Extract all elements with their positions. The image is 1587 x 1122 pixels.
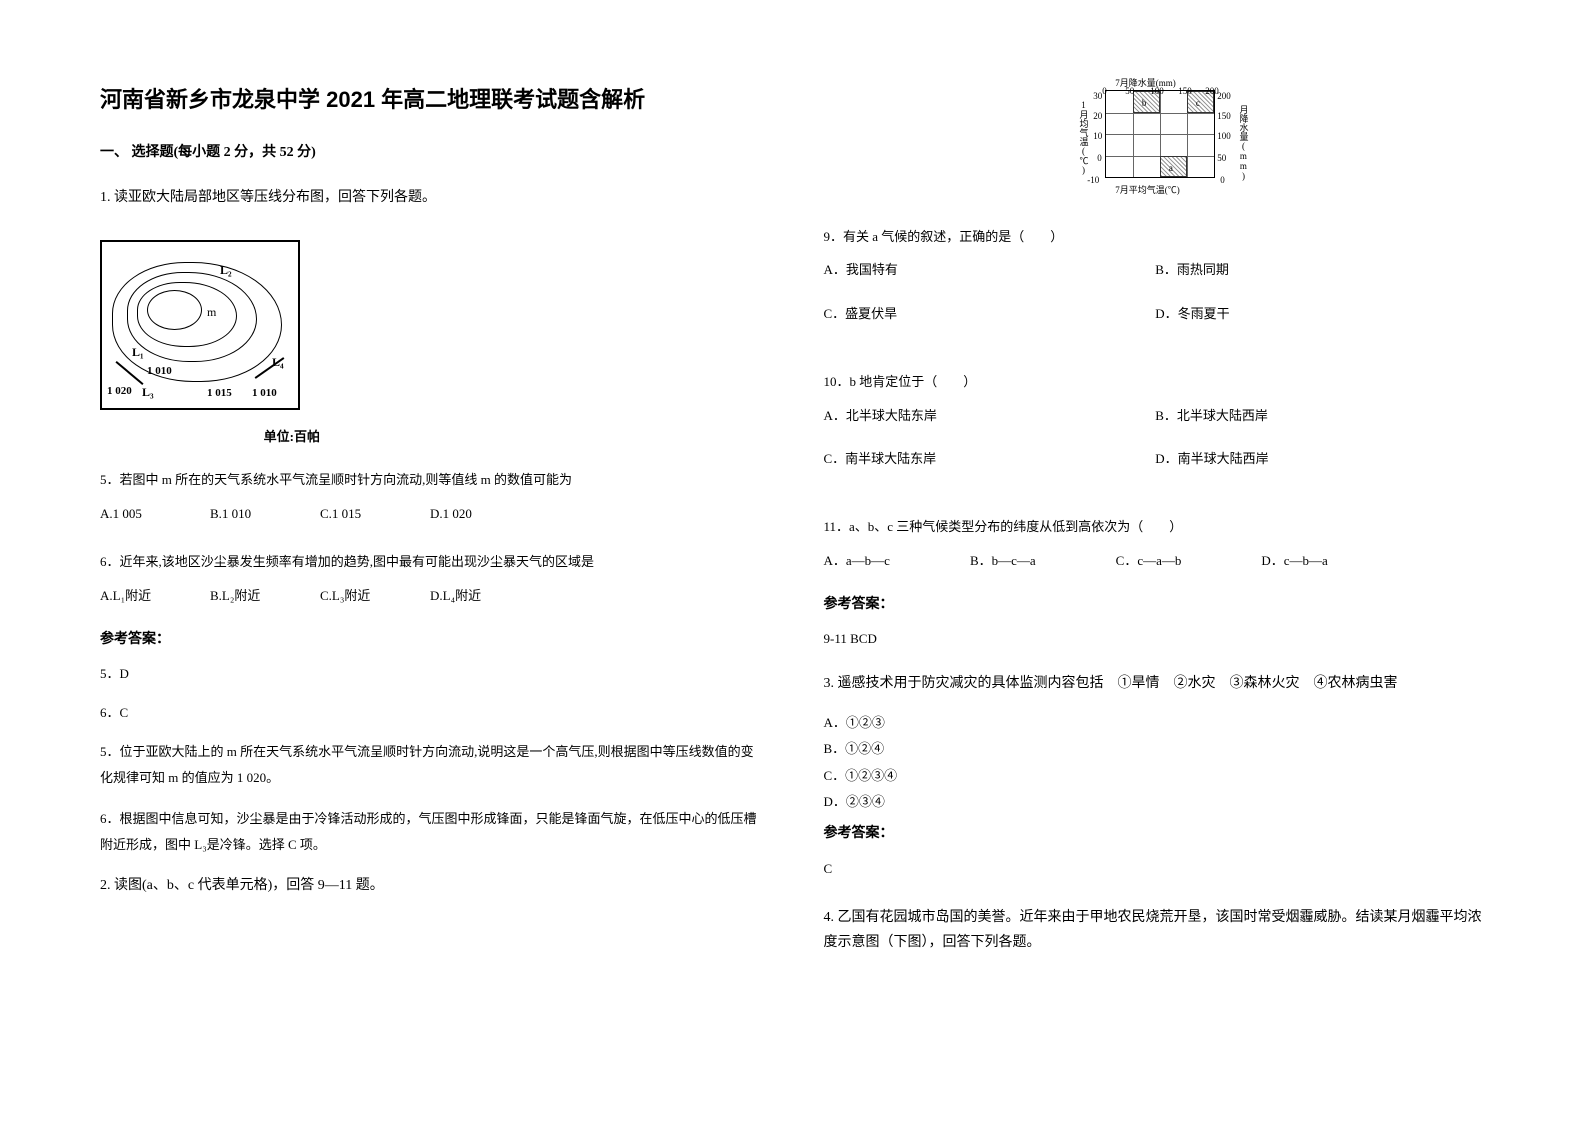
page-container: 河南省新乡市龙泉中学 2021 年高二地理联考试题含解析 一、 选择题(每小题 …	[0, 0, 1587, 1122]
q1-stem: 1. 读亚欧大陆局部地区等压线分布图，回答下列各题。	[100, 185, 764, 210]
label-1020: 1 020	[107, 382, 132, 402]
q1-sub6-a: A.L₁附近	[100, 584, 170, 607]
q2-sub11-b: B．b—c—a	[970, 549, 1036, 572]
q3-answer: C	[824, 857, 1488, 880]
q1-sub6-stem: 6．近年来,该地区沙尘暴发生频率有增加的趋势,图中最有可能出现沙尘暴天气的区域是	[100, 550, 764, 573]
y-left-label: 1月均气温(℃)	[1075, 100, 1091, 175]
q4-stem: 4. 乙国有花园城市岛国的美誉。近年来由于甲地农民烧荒开垦，该国时常受烟霾威胁。…	[824, 905, 1488, 955]
q2-answer-label: 参考答案：	[824, 592, 1488, 617]
q3-c: C．①②③④	[824, 764, 1488, 787]
q2-answer: 9-11 BCD	[824, 627, 1488, 650]
q2-sub9-c: C．盛夏伏旱	[824, 302, 1156, 325]
q2-sub10-b: B．北半球大陆西岸	[1155, 404, 1487, 427]
q1-exp6: 6．根据图中信息可知，沙尘暴是由于冷锋活动形成的，气压图中形成锋面，只能是锋面气…	[100, 806, 764, 858]
cell-b-label: b	[1142, 95, 1147, 111]
left-column: 河南省新乡市龙泉中学 2021 年高二地理联考试题含解析 一、 选择题(每小题 …	[100, 80, 764, 1082]
climate-chart: 7月降水量(mm) a b c 30 20 10 0 -10	[1075, 80, 1235, 200]
q3-b: B．①②④	[824, 737, 1488, 760]
q2-stem: 2. 读图(a、b、c 代表单元格)，回答 9—11 题。	[100, 873, 764, 898]
q1-sub5-d: D.1 020	[430, 502, 500, 525]
q1-sub6-c: C.L₃附近	[320, 584, 390, 607]
q1-sub5-c: C.1 015	[320, 502, 390, 525]
q1-answer-label: 参考答案：	[100, 627, 764, 652]
q2-sub10-stem: 10．b 地肯定位于（ ）	[824, 370, 1488, 393]
q2-sub9-a: A．我国特有	[824, 258, 1156, 281]
q1-sub5-stem: 5．若图中 m 所在的天气系统水平气流呈顺时针方向流动,则等值线 m 的数值可能…	[100, 468, 764, 491]
q1-ans5: 5．D	[100, 662, 764, 685]
q1-exp5: 5．位于亚欧大陆上的 m 所在天气系统水平气流呈顺时针方向流动,说明这是一个高气…	[100, 739, 764, 791]
q2-sub10-d: D．南半球大陆西岸	[1155, 447, 1487, 470]
q2-sub11-options: A．a—b—c B．b—c—a C．c—a—b D．c—b—a	[824, 549, 1488, 572]
q2-sub11-d: D．c—b—a	[1261, 549, 1327, 572]
q1-sub5-options: A.1 005 B.1 010 C.1 015 D.1 020	[100, 502, 764, 525]
label-1010: 1 010	[147, 362, 172, 382]
q2-sub9-stem: 9．有关 a 气候的叙述，正确的是（ ）	[824, 225, 1488, 248]
label-1015: 1 015	[207, 384, 232, 404]
document-title: 河南省新乡市龙泉中学 2021 年高二地理联考试题含解析	[100, 80, 764, 120]
figure-caption: 单位:百帕	[100, 425, 320, 448]
label-l3: L₃	[142, 382, 154, 404]
right-column: 7月降水量(mm) a b c 30 20 10 0 -10	[824, 80, 1488, 1082]
section-title: 一、 选择题(每小题 2 分，共 52 分)	[100, 140, 764, 165]
q3-a: A．①②③	[824, 711, 1488, 734]
q1-sub6-d: D.L₄附近	[430, 584, 500, 607]
cell-a	[1160, 156, 1187, 178]
q2-sub10-options: A．北半球大陆东岸 B．北半球大陆西岸 C．南半球大陆东岸 D．南半球大陆西岸	[824, 404, 1488, 491]
q1-sub5-a: A.1 005	[100, 502, 170, 525]
cell-a-label: a	[1169, 160, 1173, 176]
q2-sub11-c: C．c—a—b	[1116, 549, 1182, 572]
x-axis-label: 7月平均气温(℃)	[1115, 182, 1180, 198]
q2-sub10-a: A．北半球大陆东岸	[824, 404, 1156, 427]
q1-sub6-options: A.L₁附近 B.L₂附近 C.L₃附近 D.L₄附近	[100, 584, 764, 607]
q1-ans6: 6．C	[100, 701, 764, 724]
q2-sub9-options: A．我国特有 B．雨热同期 C．盛夏伏旱 D．冬雨夏干	[824, 258, 1488, 345]
q1-sub5-b: B.1 010	[210, 502, 280, 525]
y-right-label: 月降水量(mm)	[1235, 105, 1251, 181]
q3-d: D．②③④	[824, 790, 1488, 813]
label-1010b: 1 010	[252, 384, 277, 404]
q3-answer-label: 参考答案：	[824, 821, 1488, 846]
q1-sub6-b: B.L₂附近	[210, 584, 280, 607]
q2-sub10-c: C．南半球大陆东岸	[824, 447, 1156, 470]
chart-grid: a b c	[1105, 90, 1215, 178]
q2-sub11-stem: 11．a、b、c 三种气候类型分布的纬度从低到高依次为（ ）	[824, 515, 1488, 538]
label-l2: L₂	[220, 260, 232, 282]
label-m: m	[207, 302, 216, 324]
q2-sub9-d: D．冬雨夏干	[1155, 302, 1487, 325]
q3-options: A．①②③ B．①②④ C．①②③④ D．②③④	[824, 711, 1488, 817]
isobaric-map-figure: m L₂ L₁ L₃ L₄ 1 010 1 020 1 015 1 010	[100, 240, 300, 410]
q2-sub9-b: B．雨热同期	[1155, 258, 1487, 281]
cell-c-label: c	[1196, 95, 1200, 111]
q2-sub11-a: A．a—b—c	[824, 549, 890, 572]
q3-stem: 3. 遥感技术用于防灾减灾的具体监测内容包括 ①旱情 ②水灾 ③森林火灾 ④农林…	[824, 671, 1488, 696]
label-l1: L₁	[132, 342, 144, 364]
